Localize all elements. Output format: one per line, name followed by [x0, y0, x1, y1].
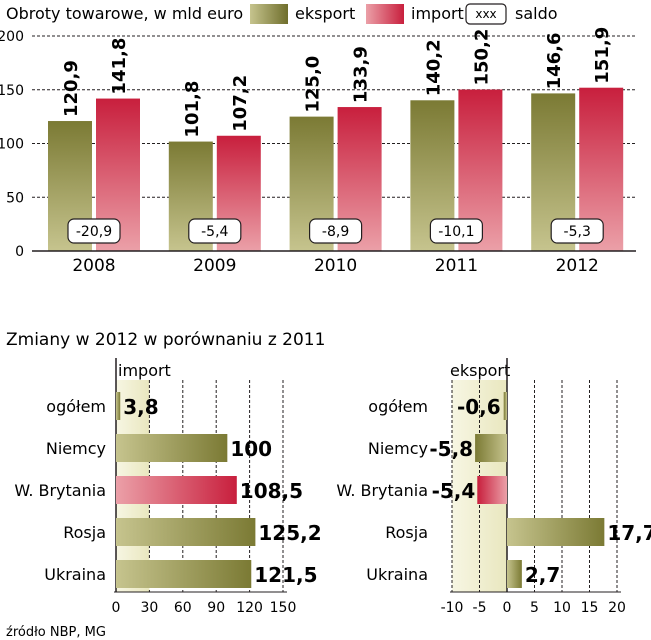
saldo-value: -20,9: [76, 224, 112, 240]
category-label: W. Brytania: [14, 481, 106, 500]
chart-title: Obroty towarowe, w mld euro: [6, 4, 243, 23]
bar-value-label: 17,7: [607, 521, 651, 545]
bar-import: [116, 476, 237, 504]
saldo-value: -10,1: [438, 224, 474, 240]
top-bar-chart: 0 50 100 150 200 120,9 141,8 -20,9 2008 101,8 107,…: [0, 27, 636, 276]
bar-value-label: 150,2: [471, 29, 492, 86]
bar-import: [116, 392, 121, 420]
bar-value-label: 107,2: [230, 75, 251, 132]
legend-swatch-eksport: [250, 4, 288, 24]
bar-value-label: 120,9: [61, 60, 82, 117]
bar-eksport: [477, 476, 507, 504]
x-tick-label: 2012: [556, 256, 599, 276]
bar-eksport: [507, 560, 522, 588]
bar-value-label: -5,4: [432, 479, 476, 503]
category-label: Niemcy: [368, 439, 428, 458]
legend-label-eksport: eksport: [295, 4, 355, 23]
y-tick-label: 0: [15, 244, 24, 260]
bar-eksport: [503, 392, 507, 420]
x-tick-label: 10: [553, 600, 571, 616]
bar-value-label: 108,5: [240, 479, 303, 503]
x-tick-label: 90: [207, 600, 225, 616]
x-tick-label: 150: [270, 600, 297, 616]
category-label: Ukraina: [44, 565, 106, 584]
bar-value-label: 101,8: [182, 81, 203, 138]
saldo-value: -5,4: [201, 224, 228, 240]
bar-value-label: 100: [230, 437, 272, 461]
bar-value-label: 151,9: [592, 27, 613, 84]
x-tick-label: 120: [236, 600, 263, 616]
panel-title: import: [118, 361, 171, 380]
saldo-value: -8,9: [322, 224, 349, 240]
category-label: Ukraina: [366, 565, 428, 584]
category-label: W. Brytania: [336, 481, 428, 500]
x-tick-label: 30: [140, 600, 158, 616]
legend-label-saldo: saldo: [515, 4, 558, 23]
saldo-box: [67, 218, 121, 244]
panel-title: eksport: [450, 361, 510, 380]
section-title: Zmiany w 2012 w porównaniu z 2011: [6, 330, 325, 350]
source-note: źródło NBP, MG: [6, 625, 106, 640]
saldo-value: -5,3: [564, 224, 591, 240]
x-tick-label: 2008: [72, 256, 115, 276]
bar-eksport: [475, 434, 507, 462]
legend-swatch-saldo: [465, 3, 507, 25]
y-tick-label: 150: [0, 83, 24, 99]
x-tick-label: 0: [112, 600, 121, 616]
legend-box-text: xxx: [475, 7, 496, 21]
category-label: Rosja: [63, 523, 106, 542]
x-tick-label: -5: [473, 600, 487, 616]
bar-eksport: [507, 518, 605, 546]
bar-value-label: 125,2: [258, 521, 321, 545]
bar-value-label: 3,8: [123, 395, 158, 419]
bar-value-label: 125,0: [303, 56, 324, 113]
saldo-box: [550, 218, 604, 244]
y-tick-label: 200: [0, 29, 24, 45]
x-tick-label: 60: [174, 600, 192, 616]
x-tick-label: 0: [503, 600, 512, 616]
bar-value-label: -5,8: [429, 437, 473, 461]
x-tick-label: 5: [530, 600, 539, 616]
y-tick-label: 50: [6, 190, 24, 206]
legend-label-import: import: [411, 4, 464, 23]
category-label: ogółem: [368, 397, 428, 416]
x-tick-label: 15: [581, 600, 599, 616]
legend-swatch-import: [366, 4, 404, 24]
bar-value-label: 141,8: [109, 38, 130, 95]
bar-value-label: -0,6: [457, 395, 501, 419]
x-tick-label: 2009: [193, 256, 236, 276]
bar-import: [116, 560, 252, 588]
x-tick-label: 2011: [435, 256, 478, 276]
saldo-box: [429, 218, 483, 244]
x-tick-label: 20: [608, 600, 626, 616]
y-tick-label: 100: [0, 137, 24, 153]
category-label: Rosja: [385, 523, 428, 542]
x-tick-label: 2010: [314, 256, 357, 276]
category-label: ogółem: [46, 397, 106, 416]
bar-value-label: 140,2: [423, 39, 444, 96]
bar-value-label: 2,7: [525, 563, 560, 587]
bar-value-label: 121,5: [254, 563, 317, 587]
bar-import: [116, 518, 256, 546]
bar-value-label: 146,6: [544, 32, 565, 89]
saldo-box: [309, 218, 363, 244]
bar-value-label: 133,9: [351, 46, 372, 103]
category-label: Niemcy: [46, 439, 106, 458]
x-tick-label: -10: [441, 600, 464, 616]
bar-import: [116, 434, 228, 462]
saldo-box: [188, 218, 242, 244]
